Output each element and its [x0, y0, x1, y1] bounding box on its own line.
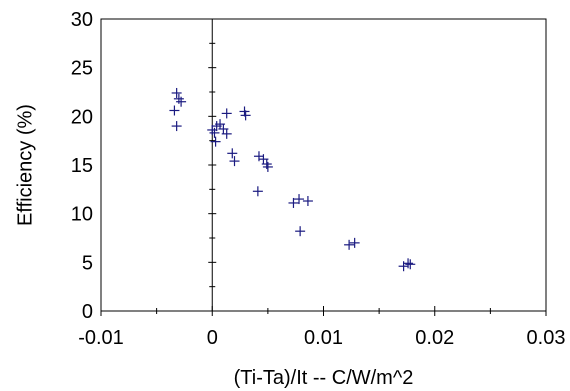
data-point [221, 128, 232, 139]
x-tick-label: 0.01 [304, 327, 343, 349]
data-point [171, 87, 182, 98]
data-point [288, 197, 299, 208]
data-point [171, 121, 182, 132]
plot-border [100, 18, 547, 312]
x-axis-label: (Ti-Ta)/It -- C/W/m^2 [234, 367, 414, 389]
y-axis-label: Efficiency (%) [14, 104, 36, 226]
y-tick-label: 30 [71, 9, 93, 31]
x-tick-label: 0.03 [527, 327, 566, 349]
data-point [294, 194, 305, 205]
y-tick-label: 25 [71, 58, 93, 80]
data-point [169, 105, 180, 116]
data-point [240, 110, 251, 121]
data-point [295, 226, 306, 237]
data-point [344, 239, 355, 250]
data-point [176, 96, 187, 107]
data-point [221, 108, 232, 119]
y-tick-label: 15 [71, 155, 93, 177]
data-point [252, 186, 263, 197]
data-point [349, 237, 360, 248]
x-tick-label: 0 [207, 327, 218, 349]
data-point [302, 196, 313, 207]
data-point [262, 161, 273, 172]
plot-area [100, 18, 547, 312]
y-tick-label: 20 [71, 106, 93, 128]
axes: 0 5 10 15 20 25 30 -0.01 0 0.01 0.02 0.03 [71, 9, 566, 349]
data-point [227, 148, 238, 159]
y-tick-label: 5 [82, 252, 93, 274]
data-point [405, 259, 416, 270]
y-tick-label: 10 [71, 204, 93, 226]
data-point [209, 127, 220, 138]
x-tick-label: 0.02 [415, 327, 454, 349]
y-tick-label: 0 [82, 301, 93, 323]
data-point [403, 258, 414, 269]
axis-labels: (Ti-Ta)/It -- C/W/m^2 Efficiency (%) [14, 104, 413, 389]
x-tick-label: -0.01 [78, 327, 124, 349]
data-point [210, 136, 221, 147]
data-point [229, 156, 240, 167]
data-markers [169, 87, 416, 272]
